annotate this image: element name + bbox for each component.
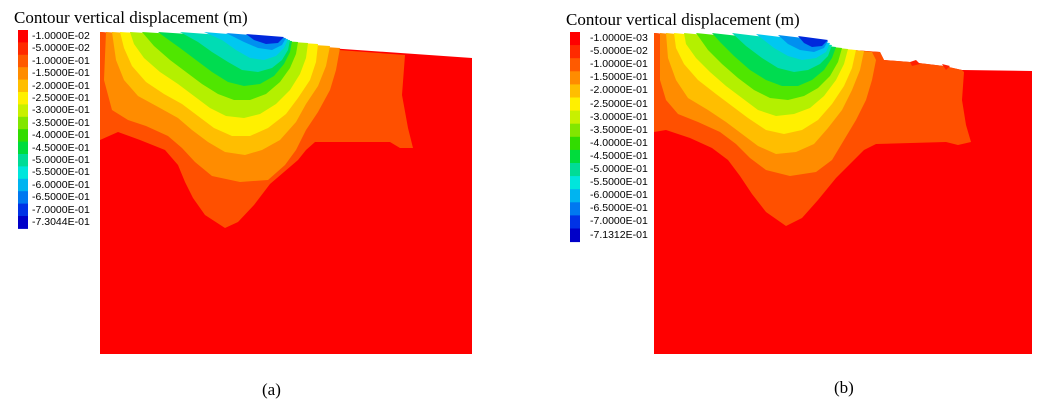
legend-label: -5.0000E-02 [590,45,648,58]
panel-b-contour-band-11 [798,36,828,47]
legend-label: -1.0000E-03 [590,32,648,44]
legend-label: -1.0000E-01 [32,54,90,67]
panel-a-title: Contour vertical displacement (m) [14,8,248,27]
legend-label: -5.0000E-01 [590,163,648,175]
legend-swatch [570,176,580,190]
legend-label: -6.0000E-01 [590,189,648,202]
legend-swatch [570,202,580,216]
legend-swatch [570,149,580,164]
legend-swatch [18,154,28,167]
legend-swatch [18,178,28,192]
legend-label: -7.0000E-01 [32,203,90,216]
panel-b-contour-band-9 [756,34,830,60]
panel-b-caption: (b) [834,378,854,397]
legend-label: -3.0000E-01 [590,110,648,123]
legend-swatch [570,189,580,203]
legend-label: -7.0000E-01 [590,215,648,228]
legend-label: -2.0000E-01 [32,79,90,92]
panel-a-caption: (a) [262,380,281,399]
legend-label: -1.5000E-01 [590,71,648,84]
legend-label: -1.0000E-02 [32,30,90,42]
legend-swatch [570,84,580,98]
legend-label: -4.5000E-01 [590,149,648,162]
legend-label: -6.5000E-01 [590,202,648,215]
legend-label: -7.1312E-01 [590,228,648,241]
legend-label: -6.5000E-01 [32,191,90,204]
legend-swatch [18,42,28,56]
legend-label: -3.5000E-01 [32,116,90,129]
legend-label: -6.0000E-01 [32,178,90,191]
panel-a-contour-plot [18,30,472,354]
legend-label: -5.0000E-02 [32,42,90,55]
legend-swatch [18,30,28,43]
legend-swatch [18,79,28,93]
panel-a: Contour vertical displacement (m) -1.000… [14,8,472,399]
legend-swatch [18,191,28,205]
panel-b-contour-band-10 [778,35,828,52]
legend-swatch [18,166,28,180]
legend-swatch [570,71,580,85]
legend-swatch [570,32,580,46]
legend-label: -7.3044E-01 [32,216,90,228]
legend-swatch [18,216,28,229]
legend-swatch [570,110,580,125]
panel-b: Contour vertical displacement (m) -1.000… [526,0,1052,412]
legend-swatch [18,67,28,81]
panel-b-surface-fragment [910,60,950,70]
legend-swatch [570,163,580,177]
legend-swatch [18,203,28,217]
legend-label: -1.5000E-01 [32,67,90,80]
legend-label: -4.0000E-01 [590,136,648,149]
panel-b-title: Contour vertical displacement (m) [566,10,800,29]
legend-swatch [570,45,580,59]
legend-label: -4.5000E-01 [32,141,90,154]
legend-label: -3.0000E-01 [32,104,90,117]
panel-a-contour-band-11 [246,34,284,44]
legend-label: -2.5000E-01 [590,97,648,110]
panel-a-legend-colorbar [18,30,28,229]
legend-label: -3.5000E-01 [590,123,648,136]
legend-swatch [18,104,28,118]
legend-label: -5.5000E-01 [32,166,90,179]
legend-swatch [570,58,580,72]
legend-swatch [18,141,28,155]
legend-swatch [570,228,580,243]
legend-swatch [18,92,28,105]
legend-swatch [570,97,580,112]
legend-swatch [18,54,28,68]
legend-label: -5.5000E-01 [590,176,648,189]
legend-swatch [18,116,28,130]
panel-b-legend-colorbar [570,32,580,243]
legend-swatch [570,215,580,229]
legend-label: -5.0000E-01 [32,154,90,166]
legend-swatch [570,136,580,151]
legend-label: -1.0000E-01 [590,58,648,71]
legend-swatch [18,129,28,143]
panel-b-contour-plot [570,32,1032,354]
legend-label: -2.5000E-01 [32,92,90,104]
legend-label: -2.0000E-01 [590,84,648,97]
legend-label: -4.0000E-01 [32,129,90,142]
legend-swatch [570,123,580,138]
